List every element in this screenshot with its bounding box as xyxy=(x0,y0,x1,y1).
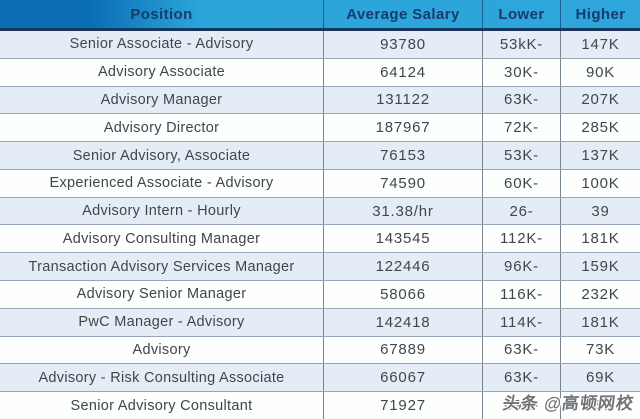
table-row: Advisory Senior Manager 58066 116K- 232K xyxy=(0,280,640,308)
position-cell: Senior Advisory, Associate xyxy=(72,147,251,164)
higher-cell: 75K xyxy=(560,392,640,419)
position-cell: Advisory Manager xyxy=(100,91,223,108)
lower-cell: 63K- xyxy=(482,336,560,364)
average-salary-cell: 76153 xyxy=(323,142,482,169)
position-cell: Experienced Associate - Advisory xyxy=(49,175,274,192)
average-salary-cell: 71927 xyxy=(323,392,482,419)
lower-cell: 63K- xyxy=(482,364,560,392)
higher-cell: 285K xyxy=(560,114,640,142)
table-row: PwC Manager - Advisory 142418 114K- 181K xyxy=(0,307,640,336)
higher-cell: 69K xyxy=(560,364,640,392)
lower-cell: 53kK- xyxy=(482,31,560,58)
lower-cell: 96K- xyxy=(482,253,560,281)
table-row: Advisory Manager 131122 63K- 207K xyxy=(0,85,640,114)
lower-cell: 26- xyxy=(482,197,560,225)
position-cell: Advisory Director xyxy=(103,119,220,136)
position-cell: Advisory xyxy=(132,341,191,358)
average-salary-cell: 93780 xyxy=(323,31,482,58)
higher-cell: 90K xyxy=(560,58,640,86)
average-salary-cell: 122446 xyxy=(323,253,482,281)
table-header-row: Position Average Salary Lower Higher xyxy=(0,0,640,31)
higher-cell: 207K xyxy=(560,86,640,114)
position-cell: Senior Advisory Consultant xyxy=(70,397,253,414)
position-cell: PwC Manager - Advisory xyxy=(78,314,245,331)
higher-cell: 232K xyxy=(560,281,640,308)
average-salary-cell: 187967 xyxy=(323,114,482,142)
lower-cell: 72K- xyxy=(482,114,560,142)
average-salary-cell: 31.38/hr xyxy=(323,197,482,225)
higher-cell: 159K xyxy=(560,253,640,281)
higher-cell: 39 xyxy=(560,197,640,225)
column-header-average-salary: Average Salary xyxy=(323,0,482,28)
table-row: Senior Associate - Advisory 93780 53kK- … xyxy=(0,31,640,58)
position-cell: Advisory Intern - Hourly xyxy=(82,203,241,220)
position-cell: Advisory Senior Manager xyxy=(76,286,247,303)
column-header-position: Position xyxy=(130,5,193,23)
higher-cell: 137K xyxy=(560,142,640,169)
position-cell: Advisory - Risk Consulting Associate xyxy=(38,369,285,386)
higher-cell: 181K xyxy=(560,225,640,253)
table-row: Advisory 67889 63K- 73K xyxy=(0,335,640,364)
table-row: Experienced Associate - Advisory 74590 6… xyxy=(0,168,640,197)
position-cell: Advisory Consulting Manager xyxy=(62,230,261,247)
table-row: Senior Advisory Consultant 71927 69K- 75… xyxy=(0,391,640,419)
lower-cell: 30K- xyxy=(482,58,560,86)
average-salary-cell: 66067 xyxy=(323,364,482,392)
lower-cell: 60K- xyxy=(482,169,560,197)
position-cell: Senior Associate - Advisory xyxy=(69,36,254,53)
column-header-higher: Higher xyxy=(560,0,640,28)
lower-cell: 53K- xyxy=(482,142,560,169)
lower-cell: 69K- xyxy=(482,392,560,419)
average-salary-cell: 143545 xyxy=(323,225,482,253)
average-salary-cell: 67889 xyxy=(323,336,482,364)
table-row: Senior Advisory, Associate 76153 53K- 13… xyxy=(0,141,640,169)
table-row: Advisory Consulting Manager 143545 112K-… xyxy=(0,224,640,253)
column-header-lower: Lower xyxy=(482,0,560,28)
higher-cell: 147K xyxy=(560,31,640,58)
higher-cell: 181K xyxy=(560,308,640,336)
table-row: Advisory Intern - Hourly 31.38/hr 26- 39 xyxy=(0,196,640,225)
average-salary-cell: 58066 xyxy=(323,281,482,308)
position-cell: Transaction Advisory Services Manager xyxy=(28,258,295,275)
table-row: Transaction Advisory Services Manager 12… xyxy=(0,252,640,281)
average-salary-cell: 64124 xyxy=(323,58,482,86)
average-salary-cell: 74590 xyxy=(323,169,482,197)
average-salary-cell: 131122 xyxy=(323,86,482,114)
position-cell: Advisory Associate xyxy=(97,64,226,81)
lower-cell: 116K- xyxy=(482,281,560,308)
higher-cell: 100K xyxy=(560,169,640,197)
average-salary-cell: 142418 xyxy=(323,308,482,336)
lower-cell: 114K- xyxy=(482,308,560,336)
higher-cell: 73K xyxy=(560,336,640,364)
table-row: Advisory Director 187967 72K- 285K xyxy=(0,113,640,142)
table-row: Advisory - Risk Consulting Associate 660… xyxy=(0,363,640,392)
lower-cell: 63K- xyxy=(482,86,560,114)
table-row: Advisory Associate 64124 30K- 90K xyxy=(0,57,640,86)
lower-cell: 112K- xyxy=(482,225,560,253)
